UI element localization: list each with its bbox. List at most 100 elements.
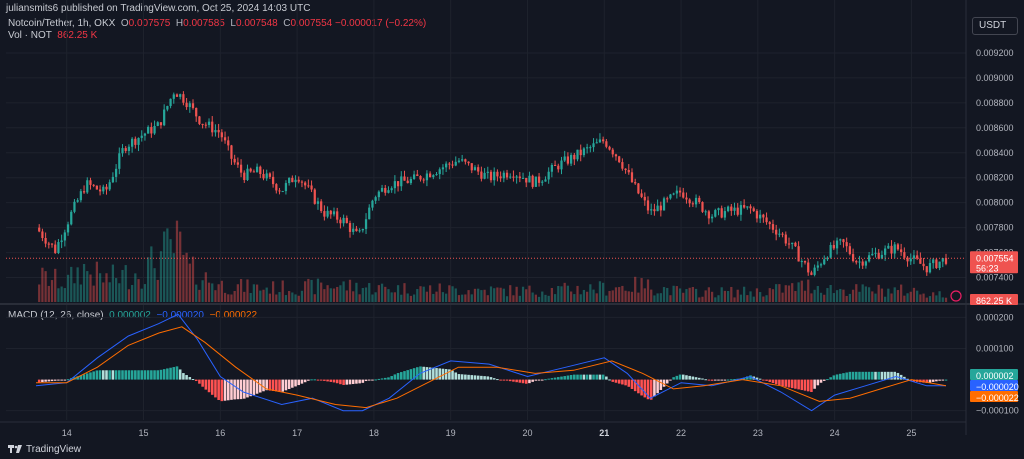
histogram-bar (903, 376, 906, 380)
volume-bar (810, 293, 813, 302)
histogram-bar (108, 370, 111, 380)
macd-label[interactable]: MACD (12, 26, close) (8, 310, 104, 321)
volume-bar (371, 294, 374, 302)
histogram-bar (797, 379, 800, 390)
volume-bar (618, 287, 621, 302)
histogram-bar (271, 379, 275, 391)
histogram-bar (758, 378, 762, 380)
candle-body (566, 156, 570, 164)
volume-bar (406, 293, 409, 302)
histogram-bar (204, 379, 208, 390)
histogram-bar (316, 379, 320, 381)
histogram-bar (242, 379, 246, 399)
volume-bar (252, 284, 256, 302)
histogram-bar (166, 368, 169, 380)
histogram-bar (143, 370, 147, 380)
candle-body (521, 177, 525, 179)
volume-bar (778, 284, 781, 302)
volume-bar (445, 293, 448, 302)
histogram-bar (383, 377, 387, 380)
histogram-bar (730, 379, 733, 381)
volume-bar (916, 290, 919, 302)
candle-body (438, 169, 441, 175)
histogram-bar (560, 376, 563, 380)
volume-bar (438, 283, 441, 302)
volume-bar (579, 294, 582, 302)
tradingview-logo-icon (8, 445, 22, 454)
volume-bar (163, 231, 166, 302)
candle-body (797, 246, 800, 262)
candle-body (70, 211, 73, 225)
volume-bar (528, 285, 531, 302)
volume-bar (759, 292, 762, 302)
histogram-bar (624, 379, 627, 386)
histogram-bar (41, 379, 44, 383)
macd-legend: MACD (12, 26, close) 0.000002 −0.000020 … (8, 310, 257, 321)
price-axis[interactable]: 0.0074000.0076000.0078000.0080000.008200… (965, 0, 1019, 435)
candle-body (230, 145, 233, 159)
volume-bar (672, 285, 675, 302)
symbol-label[interactable]: Notcoin/Tether, 1h, OKX (8, 18, 116, 29)
candle-body (342, 217, 345, 224)
volume-label[interactable]: Vol · NOT (8, 30, 52, 41)
candle-body (143, 133, 147, 136)
volume-bar (499, 287, 502, 302)
histogram-bar (351, 379, 355, 385)
candle-body (925, 266, 928, 273)
candle-body (262, 174, 265, 179)
candle-body (573, 154, 576, 160)
time-axis[interactable]: 14 15 16 17 18 19 20 21 22 23 24 25 (0, 421, 966, 438)
volume-bar (38, 284, 41, 302)
volume-bar (387, 289, 390, 302)
candle-body (890, 245, 893, 254)
histogram-bar (342, 379, 345, 385)
currency-button[interactable]: USDT (972, 17, 1018, 35)
volume-bar (76, 267, 79, 302)
histogram-bar (198, 379, 201, 384)
candle-body (810, 272, 813, 275)
candle-body (464, 159, 467, 162)
candle-body (643, 196, 646, 201)
candle-body (457, 160, 461, 162)
candle-body (550, 164, 554, 172)
histogram-bar (371, 379, 374, 381)
candle-body (207, 121, 211, 126)
volume-bar (784, 285, 787, 302)
candle-body (614, 154, 618, 157)
candle-body (400, 176, 403, 187)
candle-body (252, 171, 256, 173)
volume-bar (127, 289, 131, 302)
volume-bar (688, 287, 691, 302)
candle-body (771, 224, 775, 230)
volume-bar (432, 293, 435, 302)
volume-bar (630, 291, 634, 302)
candle-body (749, 206, 752, 209)
candle-body (172, 94, 175, 99)
volume-bar (220, 280, 223, 302)
candle-body (416, 174, 419, 176)
volume-bar (255, 284, 259, 302)
volume-bar (470, 294, 473, 302)
candle-body (634, 182, 637, 184)
histogram-bar (630, 379, 634, 389)
histogram-bar (291, 379, 294, 388)
volume-value: 862.25 K (57, 30, 98, 41)
price-tick-label: 0.007800 (976, 223, 1014, 233)
candlesticks[interactable] (38, 91, 948, 277)
candle-body (387, 190, 390, 193)
price-tick-label: 0.008200 (976, 173, 1014, 183)
histogram-bar (438, 368, 442, 380)
candle-body (515, 176, 518, 178)
candle-body (525, 177, 528, 183)
candle-body (637, 183, 640, 194)
candle-body (79, 191, 82, 201)
candle-body (775, 229, 778, 235)
volume-bar (131, 284, 134, 302)
histogram-bar (553, 377, 557, 380)
time-tick-label: 22 (676, 428, 686, 438)
histogram-bar (528, 379, 531, 384)
candle-body (778, 233, 781, 235)
histogram-bar (896, 372, 900, 380)
histogram-bar (57, 379, 60, 381)
